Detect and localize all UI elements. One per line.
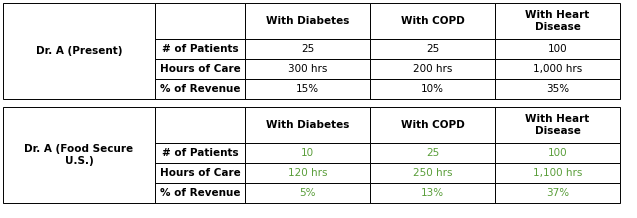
Bar bbox=[155, 107, 245, 143]
Bar bbox=[3, 107, 155, 203]
Text: 15%: 15% bbox=[296, 84, 319, 94]
Bar bbox=[495, 143, 620, 163]
Bar bbox=[495, 183, 620, 203]
Text: 100: 100 bbox=[548, 148, 568, 158]
Text: With Heart
Disease: With Heart Disease bbox=[526, 10, 590, 32]
Bar bbox=[155, 143, 245, 163]
Text: 37%: 37% bbox=[546, 188, 569, 198]
Text: 10: 10 bbox=[301, 148, 314, 158]
Bar bbox=[370, 39, 495, 59]
Text: Hours of Care: Hours of Care bbox=[160, 168, 240, 178]
Text: % of Revenue: % of Revenue bbox=[160, 84, 240, 94]
Bar bbox=[245, 79, 370, 99]
Bar bbox=[245, 3, 370, 39]
Text: 120 hrs: 120 hrs bbox=[288, 168, 327, 178]
Text: 100: 100 bbox=[548, 44, 568, 54]
Bar bbox=[245, 183, 370, 203]
Text: With Heart
Disease: With Heart Disease bbox=[526, 114, 590, 136]
Text: 5%: 5% bbox=[299, 188, 316, 198]
Bar bbox=[370, 163, 495, 183]
Text: 300 hrs: 300 hrs bbox=[288, 64, 327, 74]
Bar bbox=[245, 163, 370, 183]
Text: 1,000 hrs: 1,000 hrs bbox=[533, 64, 582, 74]
Text: 25: 25 bbox=[426, 44, 439, 54]
Bar bbox=[155, 183, 245, 203]
Bar bbox=[370, 3, 495, 39]
Text: 250 hrs: 250 hrs bbox=[413, 168, 452, 178]
Bar bbox=[370, 183, 495, 203]
Text: With COPD: With COPD bbox=[401, 120, 464, 130]
Text: Hours of Care: Hours of Care bbox=[160, 64, 240, 74]
Text: 35%: 35% bbox=[546, 84, 569, 94]
Text: # of Patients: # of Patients bbox=[162, 148, 238, 158]
Bar bbox=[245, 39, 370, 59]
Bar bbox=[3, 3, 155, 99]
Text: Dr. A (Present): Dr. A (Present) bbox=[36, 46, 122, 56]
Text: 25: 25 bbox=[426, 148, 439, 158]
Text: 1,100 hrs: 1,100 hrs bbox=[533, 168, 582, 178]
Bar bbox=[495, 79, 620, 99]
Text: 25: 25 bbox=[301, 44, 314, 54]
Text: With COPD: With COPD bbox=[401, 16, 464, 26]
Text: 10%: 10% bbox=[421, 84, 444, 94]
Text: 200 hrs: 200 hrs bbox=[413, 64, 452, 74]
Bar bbox=[495, 39, 620, 59]
Bar bbox=[370, 107, 495, 143]
Text: 13%: 13% bbox=[421, 188, 444, 198]
Bar bbox=[370, 143, 495, 163]
Bar bbox=[155, 163, 245, 183]
Bar bbox=[495, 3, 620, 39]
Bar bbox=[155, 3, 245, 39]
Bar bbox=[155, 79, 245, 99]
Bar bbox=[495, 163, 620, 183]
Text: Dr. A (Food Secure
U.S.): Dr. A (Food Secure U.S.) bbox=[24, 144, 134, 166]
Text: % of Revenue: % of Revenue bbox=[160, 188, 240, 198]
Bar bbox=[155, 39, 245, 59]
Text: With Diabetes: With Diabetes bbox=[266, 16, 349, 26]
Bar bbox=[245, 143, 370, 163]
Text: With Diabetes: With Diabetes bbox=[266, 120, 349, 130]
Text: # of Patients: # of Patients bbox=[162, 44, 238, 54]
Bar bbox=[370, 59, 495, 79]
Bar bbox=[370, 79, 495, 99]
Bar bbox=[245, 59, 370, 79]
Bar bbox=[155, 59, 245, 79]
Bar bbox=[495, 107, 620, 143]
Bar bbox=[495, 59, 620, 79]
Bar bbox=[245, 107, 370, 143]
